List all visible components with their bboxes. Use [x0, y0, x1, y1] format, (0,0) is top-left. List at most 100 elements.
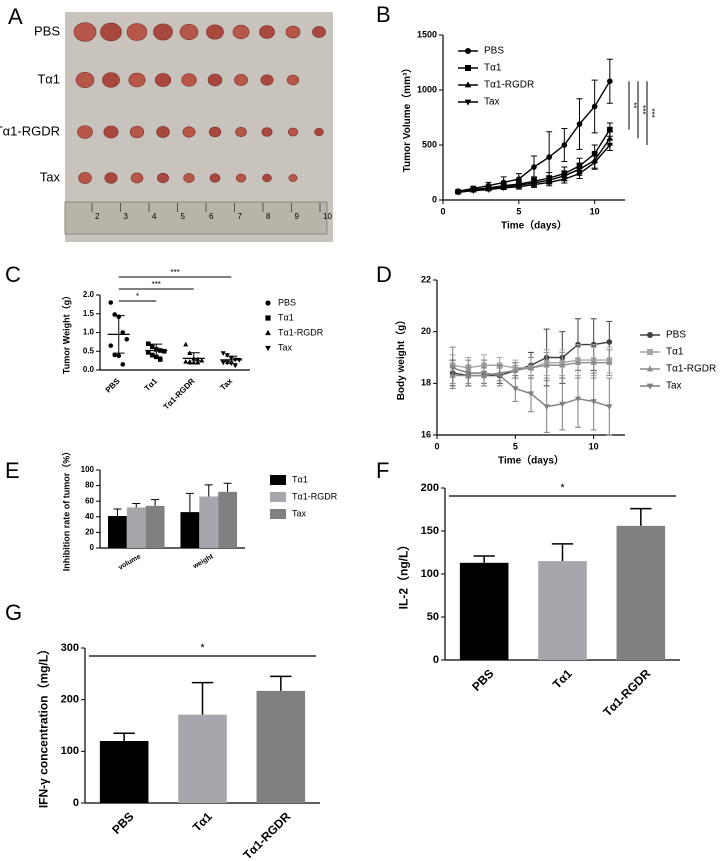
y-axis-label: Inhibition rate of tumor（%） — [62, 447, 72, 572]
x-tick-label: 5 — [513, 441, 518, 451]
legend-swatch — [270, 509, 286, 519]
marker — [112, 352, 118, 358]
marker — [220, 360, 226, 366]
marker — [108, 343, 114, 348]
panel-label: F — [376, 458, 389, 483]
y-axis-label: Tumor Weight（g） — [62, 291, 72, 374]
y-tick-label: 2.0 — [83, 290, 95, 299]
marker — [647, 349, 653, 355]
tumor — [156, 126, 170, 138]
marker — [465, 48, 471, 54]
y-tick-label: 100 — [81, 465, 95, 474]
error-bar — [270, 675, 292, 691]
tumor — [103, 125, 119, 139]
bar — [218, 491, 238, 548]
y-tick-label: 22 — [421, 274, 431, 284]
marker — [546, 154, 552, 160]
x-tick-label: 5 — [516, 206, 521, 216]
row-label: Tα1-RGDR — [0, 123, 60, 138]
legend-swatch — [270, 475, 286, 485]
bar — [107, 516, 127, 548]
x-axis-label: Time（days） — [498, 454, 564, 467]
tumor — [102, 72, 120, 88]
marker — [199, 357, 205, 363]
tumor — [104, 172, 118, 184]
marker — [590, 399, 597, 405]
ruler-label: 5 — [181, 212, 186, 221]
tumor — [209, 173, 221, 183]
marker — [512, 386, 519, 392]
y-tick-label: 0.5 — [83, 346, 95, 355]
tumor — [78, 172, 92, 184]
tumor — [77, 125, 93, 139]
marker — [527, 364, 535, 371]
marker — [120, 362, 126, 367]
legend-label: Tα1 — [484, 63, 502, 74]
marker — [145, 341, 151, 347]
legend-label: Tax — [278, 342, 293, 352]
marker — [465, 65, 471, 71]
legend-label: Tα1 — [666, 347, 684, 358]
tumor — [128, 72, 146, 88]
legend-label: Tα1-RGDR — [292, 491, 338, 501]
marker — [591, 160, 598, 166]
marker — [224, 353, 230, 358]
marker — [149, 344, 155, 350]
legend-label: Tα1-RGDR — [484, 80, 534, 91]
marker — [220, 351, 226, 356]
ruler — [64, 201, 328, 235]
x-tick-label: PBS — [469, 666, 496, 693]
error-bar — [132, 503, 141, 508]
tumor — [183, 173, 195, 183]
ruler-label: 7 — [238, 212, 243, 221]
marker — [232, 363, 238, 369]
x-tick-label: PBS — [109, 809, 136, 836]
bar — [99, 741, 149, 803]
error-bar — [223, 482, 232, 492]
marker — [485, 187, 492, 193]
marker — [195, 359, 201, 365]
x-tick-label: 0 — [440, 206, 445, 216]
error-bar — [630, 507, 652, 526]
y-tick-label: 1.0 — [83, 328, 95, 337]
sd-whisker — [112, 315, 125, 354]
marker — [265, 329, 271, 336]
x-tick-label: Tα1-RGDR — [162, 376, 197, 411]
legend-swatch — [270, 492, 286, 502]
tumor — [207, 73, 223, 87]
error-bar — [151, 499, 160, 506]
y-tick-label: 16 — [421, 429, 431, 439]
marker — [157, 357, 163, 362]
marker — [496, 373, 503, 379]
marker — [480, 370, 488, 377]
x-tick-label: Tα1 — [190, 809, 215, 834]
marker — [224, 360, 230, 366]
tumor — [260, 74, 274, 86]
bar — [538, 561, 587, 660]
marker — [590, 359, 597, 365]
tumor — [262, 173, 272, 183]
marker — [561, 142, 568, 148]
tumor — [154, 73, 172, 87]
panel-label: G — [5, 600, 22, 625]
tumor — [75, 72, 95, 88]
x-tick-label: Tα1-RGDR — [600, 666, 653, 719]
marker — [647, 332, 653, 338]
tumor — [100, 22, 122, 42]
ruler-label: 6 — [209, 212, 214, 221]
x-tick-label: Tα1 — [550, 666, 575, 691]
marker — [265, 315, 271, 321]
marker — [531, 164, 537, 170]
x-tick-label: Tα1-RGDR — [240, 809, 293, 861]
panel-label: C — [5, 262, 21, 287]
marker — [543, 361, 550, 368]
error-bar — [551, 543, 574, 562]
marker — [606, 339, 613, 345]
y-tick-label: 100 — [61, 745, 79, 757]
tumor — [314, 127, 324, 137]
marker — [149, 352, 155, 358]
tumor — [206, 24, 224, 40]
error-bar — [191, 681, 214, 715]
error-bar — [113, 508, 122, 517]
row-label: PBS — [34, 23, 60, 38]
